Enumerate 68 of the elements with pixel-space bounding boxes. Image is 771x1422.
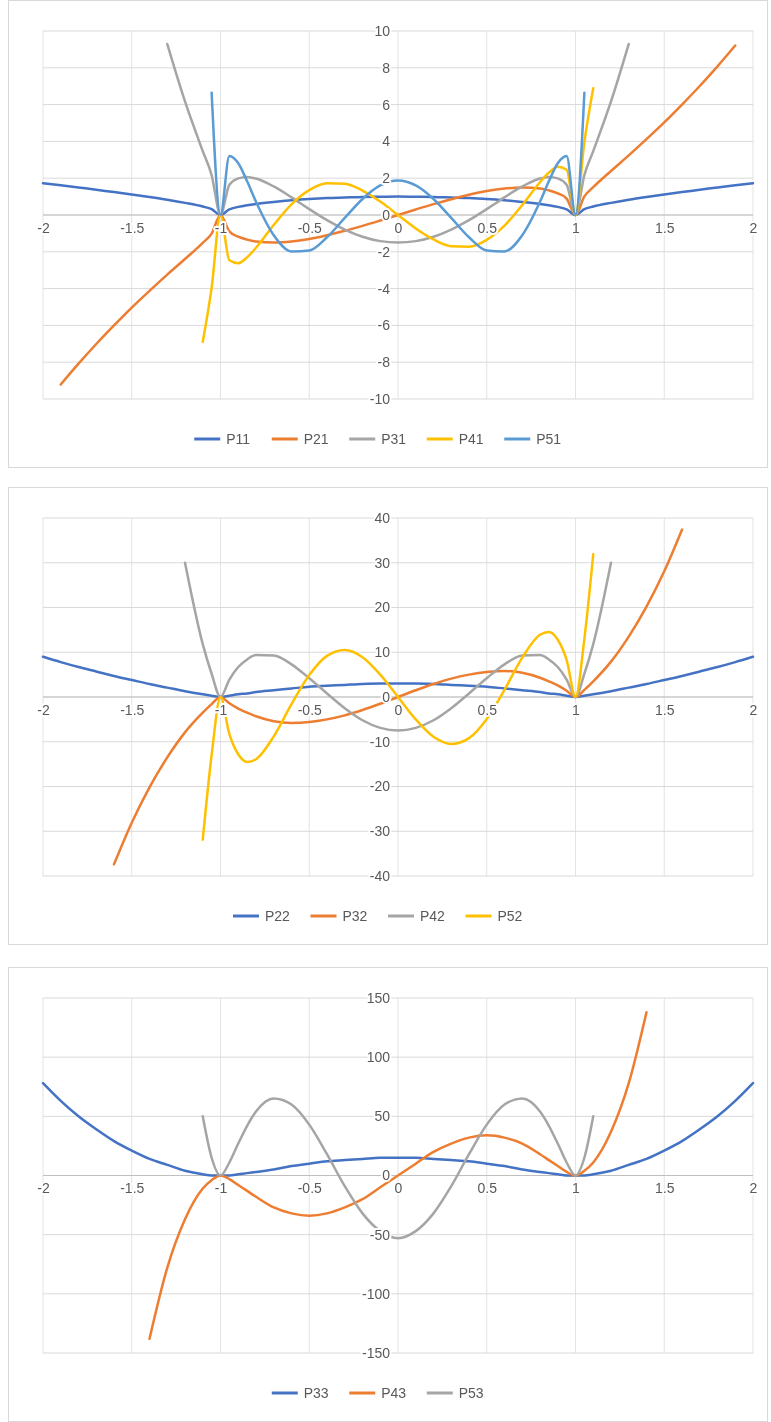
legend-label: P31 [381, 431, 407, 447]
y-tick-label: 10 [374, 22, 391, 39]
x-tick-label: 1 [572, 1180, 581, 1197]
x-tick-label: 1.5 [655, 219, 675, 236]
x-tick-label: 1.5 [655, 1180, 675, 1197]
y-tick-label: -4 [377, 280, 391, 297]
x-tick-label: 1 [572, 219, 581, 236]
x-tick-label: 0 [394, 219, 403, 236]
y-tick-label: -30 [369, 823, 391, 840]
y-tick-label: 40 [374, 509, 391, 526]
line-series [148, 1010, 648, 1341]
y-tick-label: 50 [374, 1108, 391, 1125]
legend-label: P52 [497, 908, 523, 924]
x-tick-label: -0.5 [297, 701, 323, 718]
x-tick-label: 0 [394, 701, 403, 718]
y-tick-label: 4 [382, 133, 391, 150]
x-tick-label: 2 [749, 1180, 758, 1197]
y-tick-label: -50 [369, 1226, 391, 1243]
y-tick-label: -10 [369, 390, 391, 407]
x-tick-label: 1.5 [655, 701, 675, 718]
y-tick-label: -8 [377, 354, 391, 371]
y-tick-label: -2 [377, 243, 391, 260]
y-tick-label: 150 [366, 989, 391, 1006]
y-tick-label: 8 [382, 59, 391, 76]
x-tick-label: -2 [37, 1180, 50, 1197]
legend-label: P53 [458, 1385, 484, 1401]
x-tick-label: 2 [749, 219, 758, 236]
x-tick-label: -2 [37, 219, 50, 236]
legend-label: P32 [342, 908, 368, 924]
legend-label: P11 [226, 431, 251, 447]
y-tick-label: 30 [374, 554, 391, 571]
y-tick-label: -100 [361, 1285, 391, 1302]
x-tick-label: -2 [37, 701, 50, 718]
y-tick-label: 10 [374, 644, 391, 661]
x-tick-label: -1 [214, 1180, 228, 1197]
x-tick-label: -0.5 [297, 219, 323, 236]
y-tick-label: -40 [369, 867, 391, 884]
line-series [112, 528, 684, 866]
legend-label: P42 [420, 908, 446, 924]
y-tick-label: 2 [382, 170, 391, 187]
x-tick-label: -1 [214, 219, 228, 236]
legend-label: P22 [265, 908, 291, 924]
legend-label: P51 [536, 431, 562, 447]
y-tick-label: -10 [369, 733, 391, 750]
y-tick-label: 20 [374, 599, 391, 616]
y-tick-label: 0 [382, 1167, 391, 1184]
x-tick-label: 0 [394, 1180, 403, 1197]
x-tick-label: 0.5 [477, 1180, 498, 1197]
legend-label: P21 [303, 431, 329, 447]
x-tick-label: -0.5 [297, 1180, 323, 1197]
line-series [201, 1097, 595, 1240]
y-tick-label: -150 [361, 1344, 391, 1361]
line-series [166, 42, 630, 244]
y-tick-label: 100 [366, 1049, 391, 1066]
legend-label: P43 [381, 1385, 407, 1401]
x-tick-label: 0.5 [477, 219, 498, 236]
legend-label: P33 [303, 1385, 329, 1401]
legend-label: P41 [458, 431, 484, 447]
x-tick-label: -1.5 [120, 1180, 145, 1197]
y-tick-label: 6 [382, 96, 391, 113]
y-tick-label: -20 [369, 778, 391, 795]
x-tick-label: -1.5 [120, 701, 145, 718]
x-tick-label: 1 [572, 701, 581, 718]
line-series [201, 553, 595, 841]
x-tick-label: -1.5 [120, 219, 145, 236]
y-tick-label: -6 [377, 317, 391, 334]
line-series [59, 44, 737, 386]
x-tick-label: 2 [749, 701, 758, 718]
